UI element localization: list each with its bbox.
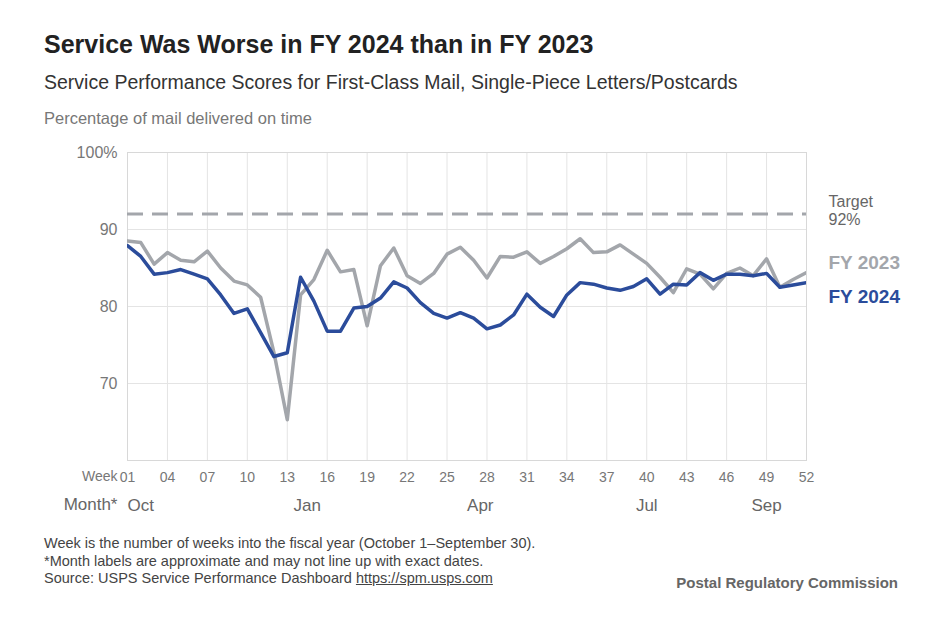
html-text:Service Performance Scores for: Service Performance Scores for First-Cla…	[44, 71, 738, 93]
html-text:Postal Regulatory Commission: Postal Regulatory Commission	[676, 574, 898, 591]
svg-text:70: 70	[100, 375, 118, 392]
html-text:Week is the number of weeks in: Week is the number of weeks into the fis…	[44, 535, 536, 551]
svg-text:100%: 100%	[77, 144, 118, 161]
svg-text:92%: 92%	[829, 211, 861, 228]
html-text:Percentage of mail delivered o: Percentage of mail delivered on time	[44, 109, 312, 127]
svg-text:80: 80	[100, 298, 118, 315]
svg-text:90: 90	[100, 221, 118, 238]
svg-text:Target: Target	[829, 193, 874, 210]
svg-text:37: 37	[599, 469, 615, 485]
svg-text:40: 40	[639, 469, 655, 485]
html-text:Source: USPS Service Performan: Source: USPS Service Performance Dashboa…	[44, 570, 493, 586]
svg-text:Oct: Oct	[128, 496, 155, 515]
svg-text:13: 13	[279, 469, 295, 485]
svg-text:Week: Week	[82, 468, 119, 484]
svg-text:22: 22	[399, 469, 415, 485]
svg-text:16: 16	[319, 469, 335, 485]
html-text:Service Was Worse in FY 2024 t: Service Was Worse in FY 2024 than in FY …	[44, 30, 594, 58]
svg-text:04: 04	[160, 469, 176, 485]
svg-text:Jul: Jul	[636, 496, 658, 515]
svg-text:49: 49	[759, 469, 775, 485]
svg-text:Sep: Sep	[751, 496, 781, 515]
html-text:*Month labels are approximate: *Month labels are approximate and may no…	[44, 552, 484, 569]
svg-text:Month*: Month*	[64, 495, 118, 514]
svg-text:10: 10	[240, 469, 256, 485]
svg-text:52: 52	[799, 469, 815, 485]
svg-text:46: 46	[719, 469, 735, 485]
svg-text:25: 25	[439, 469, 455, 485]
svg-text:28: 28	[479, 469, 495, 485]
svg-text:19: 19	[359, 469, 375, 485]
svg-text:43: 43	[679, 469, 695, 485]
svg-text:Apr: Apr	[467, 496, 494, 515]
svg-text:31: 31	[519, 469, 535, 485]
svg-text:01: 01	[120, 469, 136, 485]
svg-text:34: 34	[559, 469, 575, 485]
svg-text:07: 07	[200, 469, 216, 485]
svg-text:FY 2024: FY 2024	[829, 286, 901, 307]
svg-text:FY 2023: FY 2023	[829, 252, 900, 273]
svg-text:Jan: Jan	[294, 496, 321, 515]
